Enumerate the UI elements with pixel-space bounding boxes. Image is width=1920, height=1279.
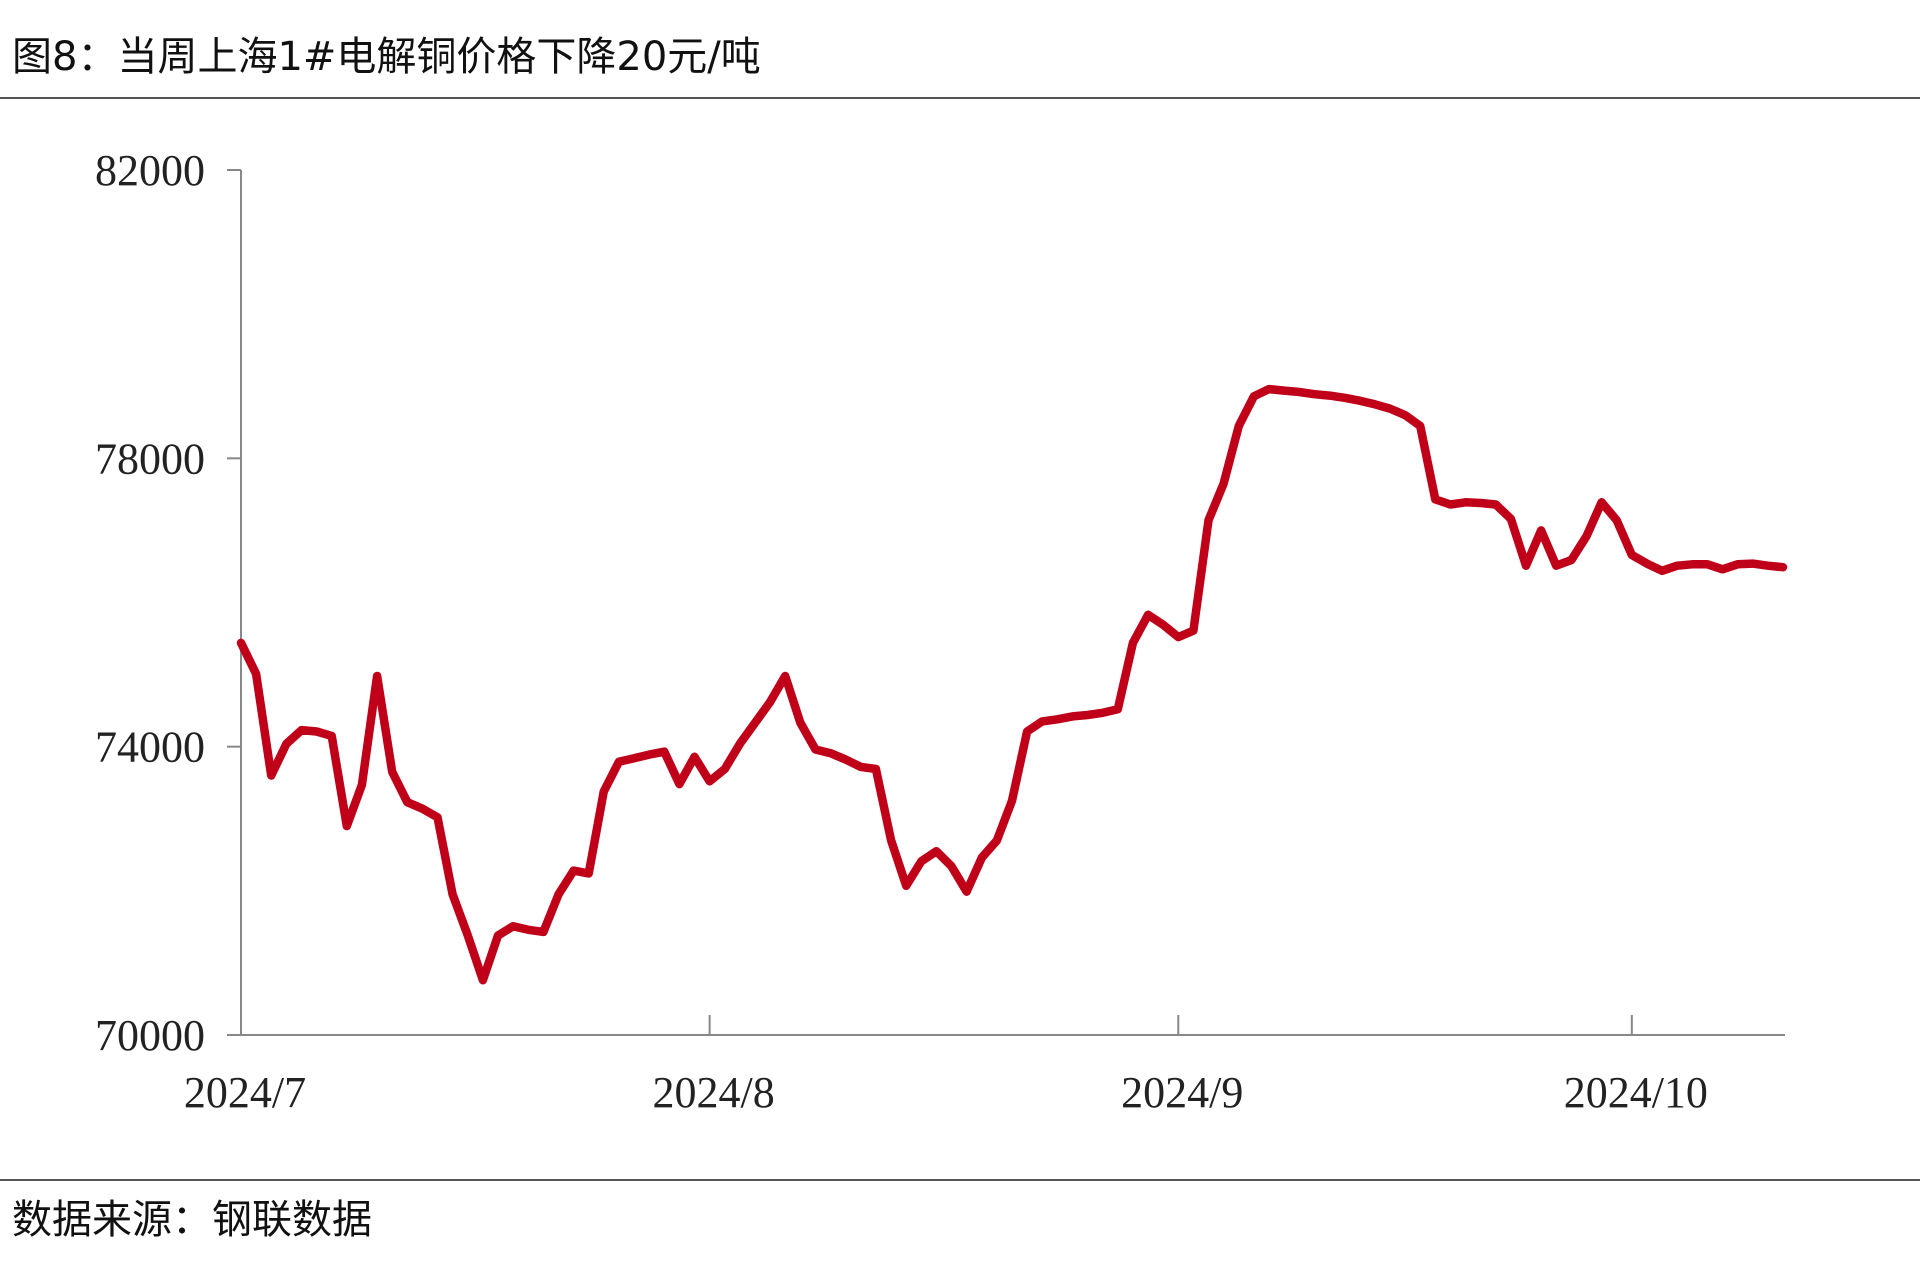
y-tick-label: 82000 — [95, 146, 205, 195]
x-tick-label: 2024/9 — [1121, 1068, 1243, 1117]
y-tick-label: 70000 — [95, 1011, 205, 1060]
x-tick-label: 2024/10 — [1564, 1068, 1708, 1117]
y-tick-label: 78000 — [95, 434, 205, 483]
y-tick-label: 74000 — [95, 723, 205, 772]
source-note: 数据来源：钢联数据 — [12, 1197, 372, 1243]
x-tick-label: 2024/7 — [184, 1068, 306, 1117]
x-tick-label: 2024/8 — [653, 1068, 775, 1117]
price-line — [236, 384, 1788, 985]
chart-title: 图8：当周上海1#电解铜价格下降20元/吨 — [12, 34, 761, 80]
